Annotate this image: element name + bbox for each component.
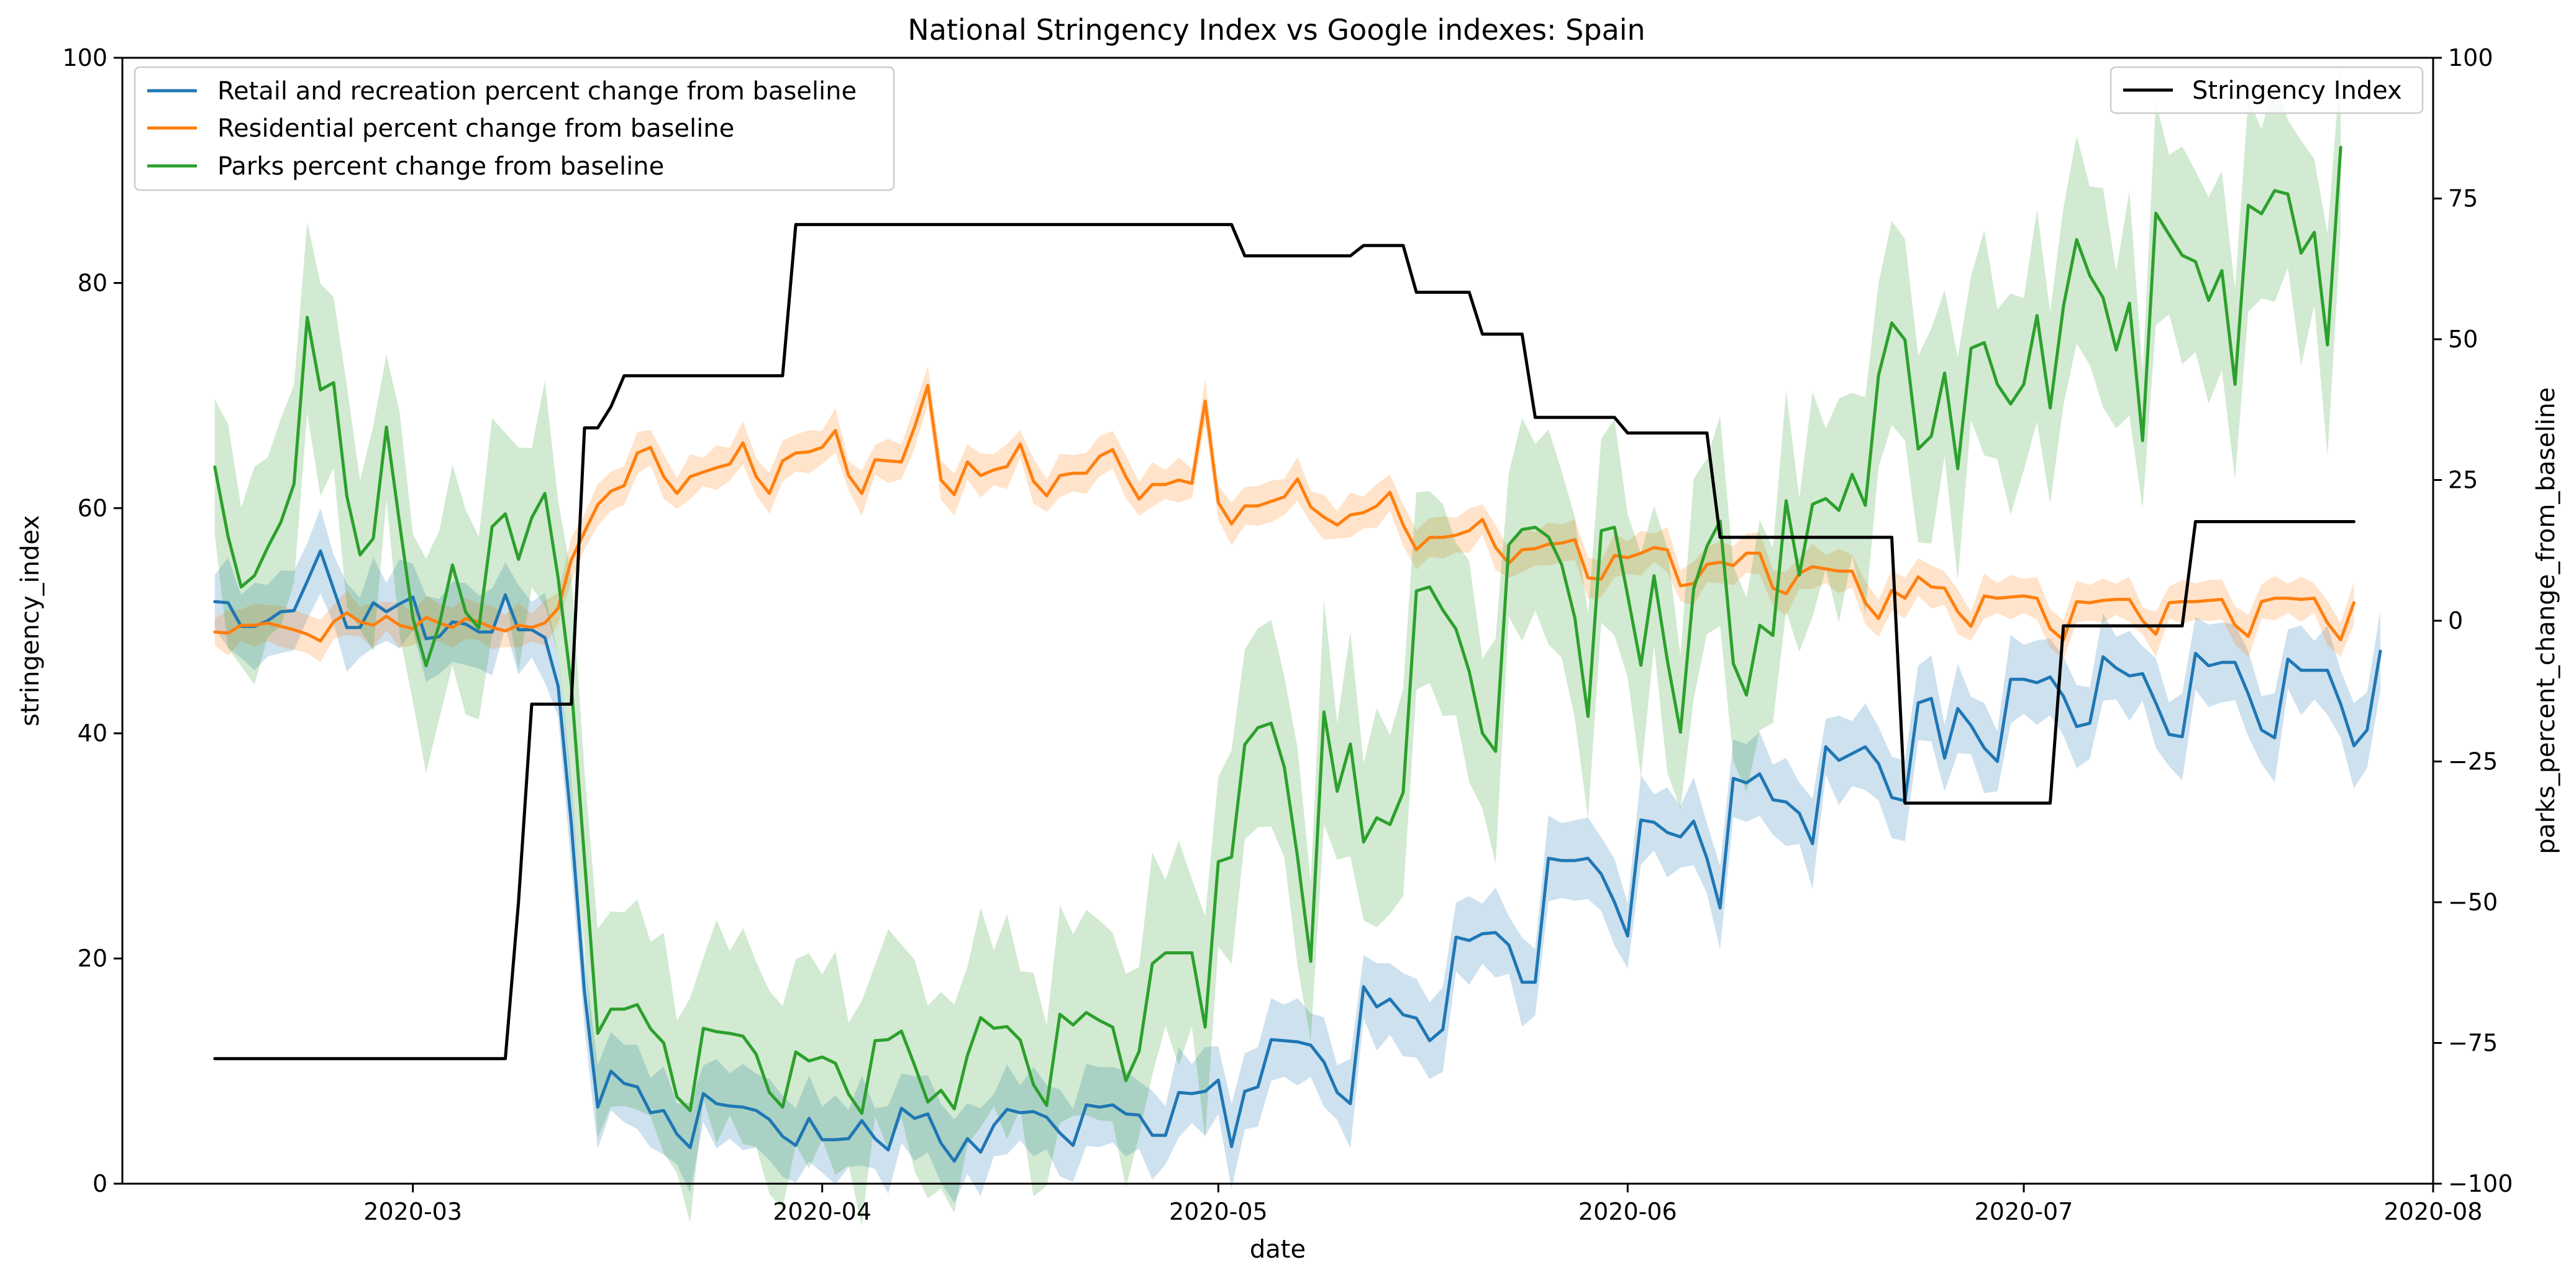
legend-label-stringency: Stringency Index: [2192, 76, 2402, 105]
residential-confidence-band: [214, 366, 2354, 662]
y-left-tick-label: 100: [62, 44, 107, 71]
parks-series-line: [213, 145, 2342, 1115]
y-right-tick-label: 0: [2448, 607, 2463, 634]
x-tick-label: 2020-06: [1578, 1198, 1677, 1225]
retail-series-line: [213, 549, 2382, 1163]
y-axis-left: 0 20 40 60 80 100: [62, 44, 122, 1197]
y-axis-right-label: parks_percent_change_from_baseline: [2532, 387, 2560, 854]
x-tick-label: 2020-04: [773, 1198, 872, 1225]
y-right-tick-label: 50: [2448, 326, 2478, 353]
y-left-tick-label: 40: [78, 720, 107, 747]
y-left-tick-label: 0: [93, 1170, 107, 1197]
series-layer: [213, 63, 2382, 1226]
chart-title: National Stringency Index vs Google inde…: [908, 13, 1645, 47]
y-left-tick-label: 60: [78, 495, 107, 522]
y-right-tick-label: 100: [2448, 44, 2493, 71]
residential-series-line: [213, 383, 2355, 643]
x-tick-label: 2020-05: [1169, 1198, 1268, 1225]
legend-right: Stringency Index: [2109, 66, 2424, 114]
y-right-tick-label: −100: [2448, 1170, 2513, 1197]
x-tick-label: 2020-07: [1975, 1198, 2073, 1225]
y-right-tick-label: −50: [2448, 889, 2498, 916]
legend-right-box: [2109, 66, 2424, 114]
y-right-tick-label: −75: [2448, 1030, 2498, 1057]
legend-label-retail: Retail and recreation percent change fro…: [217, 77, 857, 106]
legend-label-residential: Residential percent change from baseline: [217, 114, 734, 143]
y-axis-right: −100 −75 −50 −25 0 25 50 75 100: [2433, 44, 2513, 1197]
x-axis: 2020-03 2020-04 2020-05 2020-06 2020-07 2020-…: [363, 1184, 2482, 1225]
y-right-tick-label: 75: [2448, 185, 2478, 213]
retail-confidence-band: [214, 508, 2380, 1203]
y-left-tick-label: 20: [78, 945, 107, 972]
y-axis-left-label: stringency_index: [16, 515, 45, 726]
x-tick-label: 2020-03: [363, 1198, 462, 1225]
x-tick-label: 2020-08: [2384, 1198, 2483, 1225]
y-right-tick-label: −25: [2448, 748, 2498, 775]
x-axis-label: date: [1250, 1235, 1306, 1264]
legend-left: Retail and recreation percent change fro…: [134, 66, 895, 191]
legend-left-box: [134, 66, 895, 191]
y-left-tick-label: 80: [78, 269, 107, 296]
stringency-index-line: [213, 222, 2355, 1061]
y-right-tick-label: 25: [2448, 467, 2478, 494]
legend-label-parks: Parks percent change from baseline: [217, 152, 664, 181]
